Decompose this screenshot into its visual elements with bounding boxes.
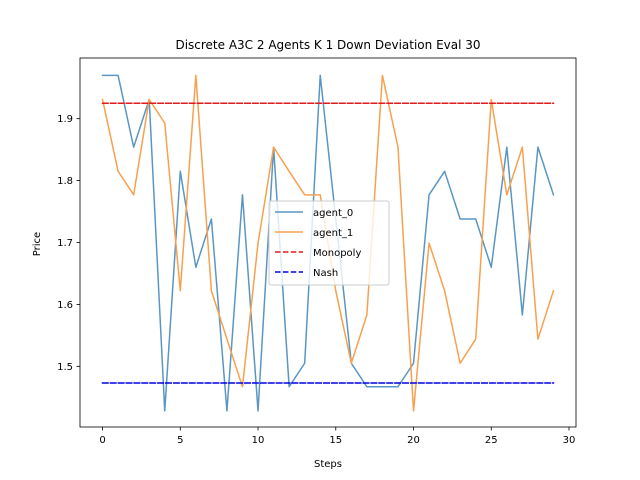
x-tick-label: 10 <box>252 435 265 446</box>
series-line-agent-0 <box>101 74 555 412</box>
axes-layer: 0 5 10 15 20 25 30 1.5 1.6 1.7 1.8 1.9 <box>57 57 577 446</box>
x-tick-label: 0 <box>99 435 105 446</box>
legend: agent_0 agent_1 Monopoly Nash <box>268 200 390 286</box>
y-tick-label: 1.8 <box>57 176 73 187</box>
x-tick-label: 15 <box>329 435 342 446</box>
x-tick-label: 5 <box>177 435 183 446</box>
x-axis-title: Steps <box>314 459 342 470</box>
y-axis-title: Price <box>32 232 43 256</box>
legend-label: agent_1 <box>313 228 353 239</box>
legend-box <box>268 200 390 286</box>
y-tick-label: 1.7 <box>57 238 73 249</box>
x-tick-label: 20 <box>407 435 420 446</box>
y-tick-label: 1.5 <box>57 362 73 373</box>
x-tick-label: 30 <box>563 435 576 446</box>
chart-title: Discrete A3C 2 Agents K 1 Down Deviation… <box>175 38 480 52</box>
legend-label: Monopoly <box>313 248 361 259</box>
legend-label: Nash <box>313 268 338 279</box>
x-tick-label: 25 <box>485 435 498 446</box>
series-layer <box>101 74 555 412</box>
legend-label: agent_0 <box>313 208 353 219</box>
y-tick-label: 1.9 <box>57 114 73 125</box>
y-tick-label: 1.6 <box>57 300 73 311</box>
